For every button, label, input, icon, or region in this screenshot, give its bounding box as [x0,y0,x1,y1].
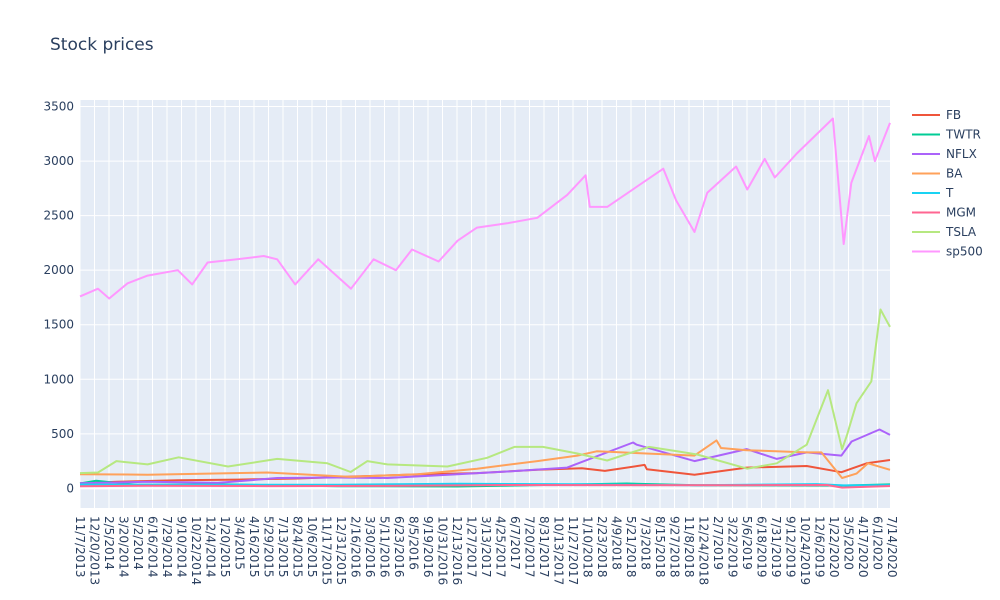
series-line-ba [79,439,891,479]
legend-label: NFLX [946,147,977,161]
x-tick-label: 6/1/2020 [871,516,885,570]
x-tick-label: 4/17/2020 [856,516,870,578]
x-tick-label: 11/17/2015 [320,516,334,585]
y-tick-label: 2000 [43,263,74,277]
series-line-sp500 [79,117,891,300]
x-tick-label: 7/13/2015 [276,516,290,578]
x-tick-label: 10/24/2019 [798,516,812,585]
legend-item-ba[interactable]: BA [912,167,963,181]
y-tick-label: 500 [51,427,74,441]
legend-label: TWTR [945,128,981,142]
x-tick-label: 9/27/2018 [668,516,682,578]
x-tick-label: 8/5/2016 [407,516,421,570]
y-tick-label: 0 [66,481,74,495]
x-tick-label: 7/29/2014 [160,516,174,578]
x-tick-label: 10/31/2016 [436,516,450,585]
legend-label: FB [946,108,961,122]
x-tick-label: 5/6/2019 [740,516,754,570]
y-tick-label: 3000 [43,154,74,168]
x-tick-label: 9/19/2016 [421,516,435,578]
legend-item-mgm[interactable]: MGM [912,206,976,220]
x-tick-label: 7/3/2018 [639,516,653,570]
gridlines [79,100,893,508]
x-tick-label: 9/12/2019 [784,516,798,578]
x-tick-label: 1/22/2020 [827,516,841,578]
legend[interactable]: FB TWTR NFLX BA T MGM TSLA sp500 [912,108,983,259]
x-tick-label: 12/20/2013 [88,516,102,585]
legend-label: sp500 [946,245,983,259]
legend-item-tsla[interactable]: TSLA [912,225,977,239]
x-tick-label: 1/27/2017 [465,516,479,578]
x-tick-label: 2/5/2014 [102,516,116,570]
series-lines [79,117,891,489]
y-tick-label: 2500 [43,209,74,223]
series-line-mgm [79,484,891,489]
x-tick-label: 6/23/2016 [392,516,406,578]
x-tick-label: 3/22/2019 [726,516,740,578]
x-tick-label: 1/10/2018 [581,516,595,578]
series-line-tsla [79,308,891,475]
x-tick-label: 8/15/2018 [653,516,667,578]
legend-label: T [945,186,954,200]
x-tick-label: 1/20/2015 [218,516,232,578]
x-tick-label: 3/20/2014 [117,516,131,578]
x-tick-label: 11/7/2013 [73,516,87,578]
y-tick-label: 1000 [43,372,74,386]
x-tick-label: 4/9/2018 [610,516,624,570]
legend-item-fb[interactable]: FB [912,108,961,122]
x-tick-label: 12/24/2018 [697,516,711,585]
legend-label: MGM [946,206,976,220]
x-tick-label: 5/21/2018 [624,516,638,578]
chart-title: Stock prices [50,35,154,55]
legend-label: BA [946,167,963,181]
x-tick-label: 6/7/2017 [508,516,522,570]
y-tick-label: 1500 [43,318,74,332]
x-tick-label: 8/24/2015 [291,516,305,578]
x-tick-label: 2/16/2016 [349,516,363,578]
x-tick-label: 5/29/2015 [262,516,276,578]
x-tick-label: 12/6/2019 [813,516,827,578]
x-tick-label: 10/22/2014 [189,516,203,585]
x-tick-label: 7/20/2017 [523,516,537,578]
x-tick-label: 3/13/2017 [479,516,493,578]
x-tick-label: 6/16/2014 [146,516,160,578]
x-tick-label: 12/31/2015 [334,516,348,585]
legend-label: TSLA [945,225,977,239]
y-tick-label: 3500 [43,100,74,114]
x-tick-label: 11/8/2018 [682,516,696,578]
x-tick-label: 4/25/2017 [494,516,508,578]
x-axis: 11/7/2013 12/20/2013 2/5/2014 3/20/2014 5/2/… [73,516,899,585]
x-tick-label: 2/7/2019 [711,516,725,570]
x-tick-label: 12/13/2016 [450,516,464,585]
x-tick-label: 10/13/2017 [552,516,566,585]
x-tick-label: 4/16/2015 [247,516,261,578]
x-tick-label: 7/31/2019 [769,516,783,578]
x-tick-label: 3/4/2015 [233,516,247,570]
legend-item-nflx[interactable]: NFLX [912,147,977,161]
x-tick-label: 11/27/2017 [566,516,580,585]
y-axis: 0 500 1000 1500 2000 2500 3000 3500 [43,100,74,496]
x-tick-label: 5/2/2014 [131,516,145,570]
x-tick-label: 6/18/2019 [755,516,769,578]
x-tick-label: 5/11/2016 [378,516,392,578]
x-tick-label: 10/6/2015 [305,516,319,578]
legend-item-twtr[interactable]: TWTR [912,128,981,142]
series-line-fb [79,459,891,485]
x-tick-label: 9/10/2014 [175,516,189,578]
x-tick-label: 3/30/2016 [363,516,377,578]
x-tick-label: 2/23/2018 [595,516,609,578]
x-tick-label: 8/31/2017 [537,516,551,578]
plot-background [80,100,890,508]
legend-item-sp500[interactable]: sp500 [912,245,983,259]
x-tick-label: 7/14/2020 [885,516,899,578]
legend-item-t[interactable]: T [912,186,954,200]
x-tick-label: 12/4/2014 [204,516,218,578]
x-tick-label: 3/5/2020 [842,516,856,570]
